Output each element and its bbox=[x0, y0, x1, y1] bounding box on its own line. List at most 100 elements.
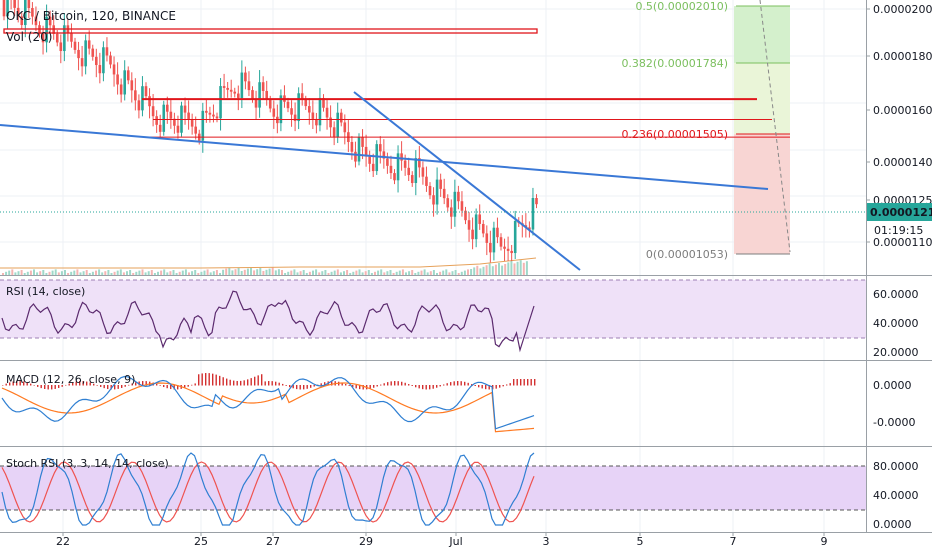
volume-bar-164 bbox=[510, 260, 513, 275]
candle-body-11 bbox=[41, 33, 45, 43]
macd-hist-54 bbox=[191, 384, 193, 386]
macd-hist-124 bbox=[436, 385, 438, 388]
volume-bar-155 bbox=[482, 266, 485, 275]
macd-pane[interactable] bbox=[1, 373, 536, 433]
volume-bar-14 bbox=[45, 273, 48, 275]
macd-hist-145 bbox=[509, 383, 511, 386]
candle-body-27 bbox=[98, 65, 102, 74]
volume-bar-53 bbox=[166, 272, 169, 275]
macd-hist-18 bbox=[65, 384, 67, 386]
candle-body-135 bbox=[481, 223, 485, 234]
volume-bar-147 bbox=[457, 273, 460, 275]
macd-hist-72 bbox=[254, 376, 256, 386]
macd-hist-132 bbox=[464, 381, 466, 386]
volume-bar-36 bbox=[113, 271, 116, 275]
macd-hist-152 bbox=[534, 379, 536, 386]
candle-body-139 bbox=[496, 227, 499, 238]
candle-body-57 bbox=[205, 110, 208, 113]
time-tick-8: 9 bbox=[821, 535, 828, 548]
macd-line bbox=[1, 375, 535, 430]
macd-hist-80 bbox=[282, 383, 284, 386]
macd-hist-27 bbox=[96, 385, 98, 386]
candle-body-80 bbox=[286, 101, 290, 109]
volume-bar-129 bbox=[401, 269, 404, 275]
macd-title: MACD (12, 26, close, 9) bbox=[6, 373, 135, 386]
volume-bar-12 bbox=[39, 271, 42, 275]
volume-bar-4 bbox=[14, 272, 17, 275]
macd-hist-75 bbox=[264, 381, 266, 386]
macd-hist-22 bbox=[79, 381, 81, 386]
candle-body-51 bbox=[183, 105, 187, 113]
volume-bar-112 bbox=[349, 273, 352, 275]
macd-hist-101 bbox=[355, 385, 357, 389]
candle-body-58 bbox=[208, 112, 212, 115]
rsi-pane[interactable] bbox=[0, 279, 866, 353]
candle-body-110 bbox=[393, 173, 396, 181]
macd-hist-48 bbox=[170, 385, 172, 390]
macd-hist-4 bbox=[16, 381, 18, 386]
macd-hist-113 bbox=[397, 381, 399, 386]
macd-hist-114 bbox=[401, 381, 403, 386]
macd-hist-0 bbox=[2, 385, 4, 386]
stoch-rsi-pane[interactable] bbox=[0, 452, 866, 526]
candle-body-13 bbox=[48, 16, 52, 26]
candle-body-125 bbox=[446, 198, 450, 208]
volume-bar-76 bbox=[237, 268, 240, 275]
macd-hist-110 bbox=[387, 382, 389, 386]
volume-bar-68 bbox=[212, 271, 215, 275]
stoch-k-line bbox=[1, 452, 535, 526]
volume-bar-95 bbox=[296, 272, 299, 275]
volume-bar-100 bbox=[312, 270, 314, 275]
candle-body-121 bbox=[432, 195, 435, 205]
volume-bar-156 bbox=[485, 265, 488, 275]
volume-bar-128 bbox=[398, 270, 401, 275]
macd-hist-44 bbox=[156, 383, 158, 386]
macd-hist-50 bbox=[177, 385, 179, 390]
candle-body-113 bbox=[403, 160, 407, 168]
rsi-tick-2: 20.0000 bbox=[873, 346, 919, 359]
macd-hist-135 bbox=[474, 385, 476, 387]
time-tick-6: 5 bbox=[637, 535, 644, 548]
volume-bar-26 bbox=[82, 271, 85, 275]
price-pane[interactable]: 0.5(0.00002010) 0.382(0.00001784) 0.236(0.… bbox=[0, 0, 866, 275]
volume-bar-84 bbox=[262, 271, 265, 275]
volume-bar-109 bbox=[339, 272, 342, 275]
candle-body-112 bbox=[400, 153, 403, 161]
candle-body-30 bbox=[109, 55, 112, 65]
candle-body-93 bbox=[332, 127, 336, 138]
volume-bar-138 bbox=[429, 271, 432, 275]
macd-hist-105 bbox=[369, 385, 371, 389]
fib-label-0: 0.5(0.00002010) bbox=[635, 0, 728, 13]
macd-hist-24 bbox=[86, 381, 88, 386]
macd-hist-66 bbox=[233, 380, 235, 386]
macd-hist-91 bbox=[320, 383, 322, 386]
candle-body-45 bbox=[162, 104, 166, 132]
candle-body-138 bbox=[492, 227, 496, 253]
volume-bar-160 bbox=[498, 263, 500, 275]
macd-hist-100 bbox=[352, 385, 354, 388]
macd-hist-74 bbox=[261, 374, 263, 386]
volume-bar-101 bbox=[315, 269, 318, 275]
volume-bar-93 bbox=[290, 270, 293, 275]
macd-hist-146 bbox=[513, 379, 515, 386]
volume-bar-110 bbox=[343, 271, 345, 275]
candle-body-3 bbox=[13, 0, 16, 8]
rsi-tick-1: 40.0000 bbox=[873, 317, 919, 330]
candle-body-101 bbox=[361, 137, 364, 147]
macd-hist-14 bbox=[51, 385, 53, 390]
candle-body-70 bbox=[251, 90, 254, 99]
time-tick-5: 3 bbox=[543, 535, 550, 548]
stoch-tick-1: 40.0000 bbox=[873, 489, 919, 502]
volume-bar-148 bbox=[460, 271, 463, 275]
volume-bar-104 bbox=[324, 270, 327, 275]
time-tick-0: 22 bbox=[56, 535, 70, 548]
candle-body-83 bbox=[297, 93, 300, 122]
volume-bar-19 bbox=[60, 271, 63, 275]
macd-hist-6 bbox=[23, 381, 25, 386]
candle-body-82 bbox=[293, 114, 297, 122]
macd-hist-23 bbox=[82, 381, 84, 386]
